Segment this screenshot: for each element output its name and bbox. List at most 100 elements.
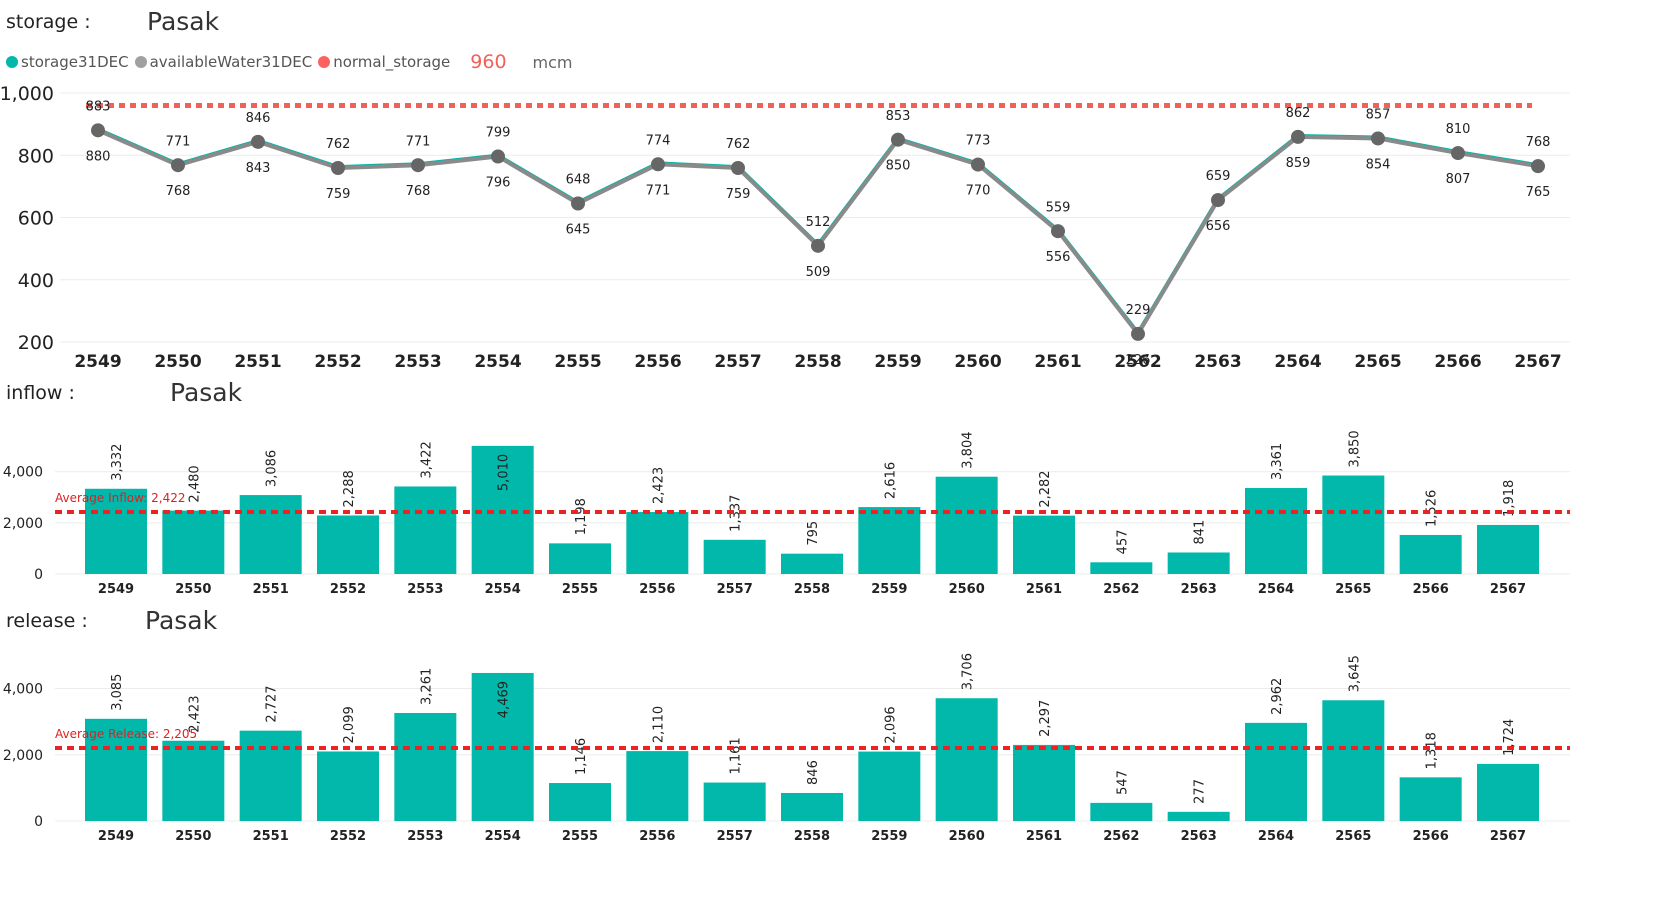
release-data-label: 2,297: [1038, 700, 1053, 737]
release-bar: [394, 712, 457, 821]
release-average-label: Average Release: 2,205: [55, 727, 197, 741]
inflow-bar: [394, 486, 457, 574]
availablewater31dec-point: [1451, 146, 1465, 161]
release-x-tick-label: 2567: [1490, 829, 1526, 844]
storage31dec-data-label: 773: [966, 134, 991, 149]
inflow-data-label: 3,804: [961, 431, 976, 468]
availablewater31dec-data-label: 850: [886, 159, 911, 174]
storage-x-tick-label: 2553: [394, 352, 441, 372]
release-data-label: 3,645: [1347, 655, 1362, 692]
availablewater31dec-point: [571, 196, 585, 211]
storage31dec-data-label: 862: [1286, 106, 1311, 121]
release-x-tick-label: 2566: [1413, 829, 1449, 844]
storage-x-tick-label: 2556: [634, 352, 681, 372]
release-data-label: 1,146: [574, 738, 589, 775]
release-bar: [858, 751, 921, 821]
inflow-data-label: 3,422: [419, 441, 434, 478]
legend-item-normal-storage[interactable]: normal_storage: [318, 53, 450, 71]
availablewater31dec-point: [811, 238, 825, 253]
inflow-data-label: 2,288: [342, 470, 357, 507]
inflow-bar: [1477, 524, 1539, 574]
inflow-bar: [85, 488, 147, 574]
availablewater31dec-data-label: 843: [246, 161, 271, 176]
storage31dec-data-label: 648: [566, 173, 591, 188]
release-data-label: 846: [806, 760, 821, 785]
storage-x-tick-label: 2559: [874, 352, 921, 372]
availablewater31dec-data-label: 859: [1286, 156, 1311, 171]
release-bar: [1322, 700, 1385, 821]
availablewater31dec-point: [971, 157, 985, 172]
release-data-label: 2,962: [1270, 678, 1285, 715]
release-y-tick-label: 2,000: [3, 748, 43, 764]
storage31dec-data-label: 771: [406, 134, 431, 149]
inflow-bar: [162, 510, 225, 574]
inflow-x-tick-label: 2555: [562, 582, 598, 597]
legend-item-availablewater31dec[interactable]: availableWater31DEC: [134, 53, 313, 71]
release-x-tick-label: 2560: [949, 829, 985, 844]
inflow-data-label: 1,337: [729, 495, 744, 532]
storage31dec-data-label: 762: [726, 137, 751, 152]
legend-item-storage31dec[interactable]: storage31DEC: [6, 53, 129, 71]
storage31dec-data-label: 512: [806, 215, 831, 230]
storage-reservoir-name: Pasak: [147, 7, 220, 36]
inflow-reservoir-name: Pasak: [170, 378, 243, 407]
inflow-x-tick-label: 2563: [1181, 582, 1217, 597]
inflow-x-tick-label: 2558: [794, 582, 830, 597]
release-data-label: 2,099: [342, 706, 357, 743]
release-data-label: 3,706: [961, 653, 976, 690]
release-x-tick-label: 2555: [562, 829, 598, 844]
storage-x-tick-label: 2565: [1354, 352, 1401, 372]
storage-x-tick-label: 2567: [1514, 352, 1561, 372]
availablewater31dec-data-label: 645: [566, 222, 591, 237]
inflow-bar: [549, 543, 611, 574]
release-data-label: 1,318: [1425, 732, 1440, 769]
availablewater31dec-data-label: 770: [966, 184, 991, 199]
inflow-data-label: 1,918: [1502, 480, 1517, 517]
availablewater31dec-data-label: 771: [646, 183, 671, 198]
inflow-x-tick-label: 2559: [871, 582, 907, 597]
availablewater31dec-point: [731, 161, 745, 176]
inflow-x-tick-label: 2549: [98, 582, 134, 597]
storage31dec-data-label: 768: [1526, 135, 1551, 150]
inflow-data-label: 3,086: [265, 450, 280, 487]
inflow-bar: [239, 495, 302, 574]
inflow-bar: [858, 507, 921, 574]
inflow-data-label: 795: [806, 521, 821, 546]
release-bar: [1477, 763, 1539, 821]
inflow-bar: [1399, 534, 1462, 574]
release-bar: [85, 718, 147, 821]
inflow-bar: [471, 445, 534, 574]
release-data-label: 1,161: [729, 737, 744, 774]
availablewater31dec-data-label: 556: [1046, 250, 1071, 265]
inflow-x-tick-label: 2567: [1490, 582, 1526, 597]
release-reservoir-name: Pasak: [145, 606, 218, 635]
inflow-data-label: 2,480: [187, 465, 202, 502]
release-x-tick-label: 2551: [253, 829, 289, 844]
legend-label-availablewater31dec: availableWater31DEC: [149, 53, 313, 71]
release-x-tick-label: 2559: [871, 829, 907, 844]
release-bar: [162, 740, 225, 821]
release-data-label: 3,085: [110, 674, 125, 711]
availablewater31dec-point: [1291, 129, 1305, 144]
storage-x-tick-label: 2549: [74, 352, 121, 372]
release-y-tick-label: 4,000: [3, 682, 43, 698]
availablewater31dec-data-label: 768: [166, 184, 191, 199]
storage31dec-data-label: 853: [886, 109, 911, 124]
storage-x-tick-label: 2554: [474, 352, 521, 372]
inflow-data-label: 2,282: [1038, 470, 1053, 507]
release-data-label: 2,423: [187, 696, 202, 733]
availablewater31dec-point: [1051, 224, 1065, 239]
availablewater31dec-point: [891, 132, 905, 147]
availablewater31dec-point: [171, 158, 185, 173]
storage-x-tick-label: 2561: [1034, 352, 1081, 372]
release-x-tick-label: 2552: [330, 829, 366, 844]
availablewater31dec-data-label: 226: [1126, 353, 1151, 368]
storage-x-tick-label: 2560: [954, 352, 1001, 372]
storage31dec-data-label: 559: [1046, 200, 1071, 215]
inflow-y-tick-label: 4,000: [3, 465, 43, 481]
legend-dot-availablewater31dec: [134, 56, 147, 68]
release-x-tick-label: 2562: [1103, 829, 1139, 844]
storage-x-tick-label: 2566: [1434, 352, 1481, 372]
storage-y-tick-label: 400: [18, 270, 54, 292]
storage31dec-data-label: 846: [246, 111, 271, 126]
